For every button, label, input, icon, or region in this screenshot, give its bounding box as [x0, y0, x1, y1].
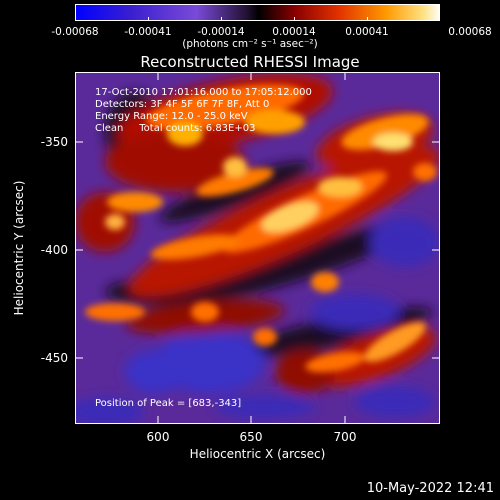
detectors-text: Detectors: 3F 4F 5F 6F 7F 8F, Att 0 — [95, 99, 270, 110]
x-tick-label: 650 — [239, 430, 263, 444]
plot-frame — [75, 72, 440, 424]
axis-tick-marks — [75, 72, 440, 424]
colorbar-unit-label: (photons cm⁻² s⁻¹ asec⁻²) — [182, 38, 318, 50]
intensity-layer-bright — [85, 84, 437, 373]
colorbar — [75, 4, 440, 21]
colorbar-tick-label: 0.00068 — [448, 26, 492, 38]
colorbar-tick-label: -0.00041 — [124, 26, 172, 38]
colorbar-tick-label: -0.00014 — [197, 26, 245, 38]
y-tick-label: -400 — [40, 243, 68, 257]
timestamp: 10-May-2022 12:41 — [366, 481, 494, 496]
energy-range-text: Energy Range: 12.0 - 25.0 keV — [95, 111, 248, 122]
clean-counts-text: Clean Total counts: 6.83E+03 — [95, 123, 256, 134]
colorbar-tick-label: 0.00041 — [345, 26, 389, 38]
x-axis-label: Heliocentric X (arcsec) — [189, 447, 326, 461]
colorbar-tickmark — [221, 17, 222, 21]
colorbar-tickmark — [148, 17, 149, 21]
rhessi-image-plot — [75, 72, 440, 424]
colorbar-tickmark — [367, 17, 368, 21]
colorbar-tickmark — [294, 17, 295, 21]
x-tick-label: 600 — [146, 430, 170, 444]
time-range-text: 17-Oct-2010 17:01:16.000 to 17:05:12.000 — [95, 87, 312, 98]
x-tick-label: 700 — [333, 430, 357, 444]
peak-position-text: Position of Peak = [683,-343] — [95, 398, 242, 409]
colorbar-tick-label: 0.00014 — [272, 26, 316, 38]
y-tick-label: -450 — [40, 351, 68, 365]
rhessi-image — [75, 72, 440, 424]
y-axis-label: Heliocentric Y (arcsec) — [12, 180, 26, 316]
image-title: Reconstructed RHESSI Image — [140, 53, 360, 71]
colorbar-tick-label: -0.00068 — [51, 26, 99, 38]
y-tick-label: -350 — [40, 135, 68, 149]
colorbar-tickmark — [75, 17, 76, 21]
colorbar-tickmark — [439, 17, 440, 21]
